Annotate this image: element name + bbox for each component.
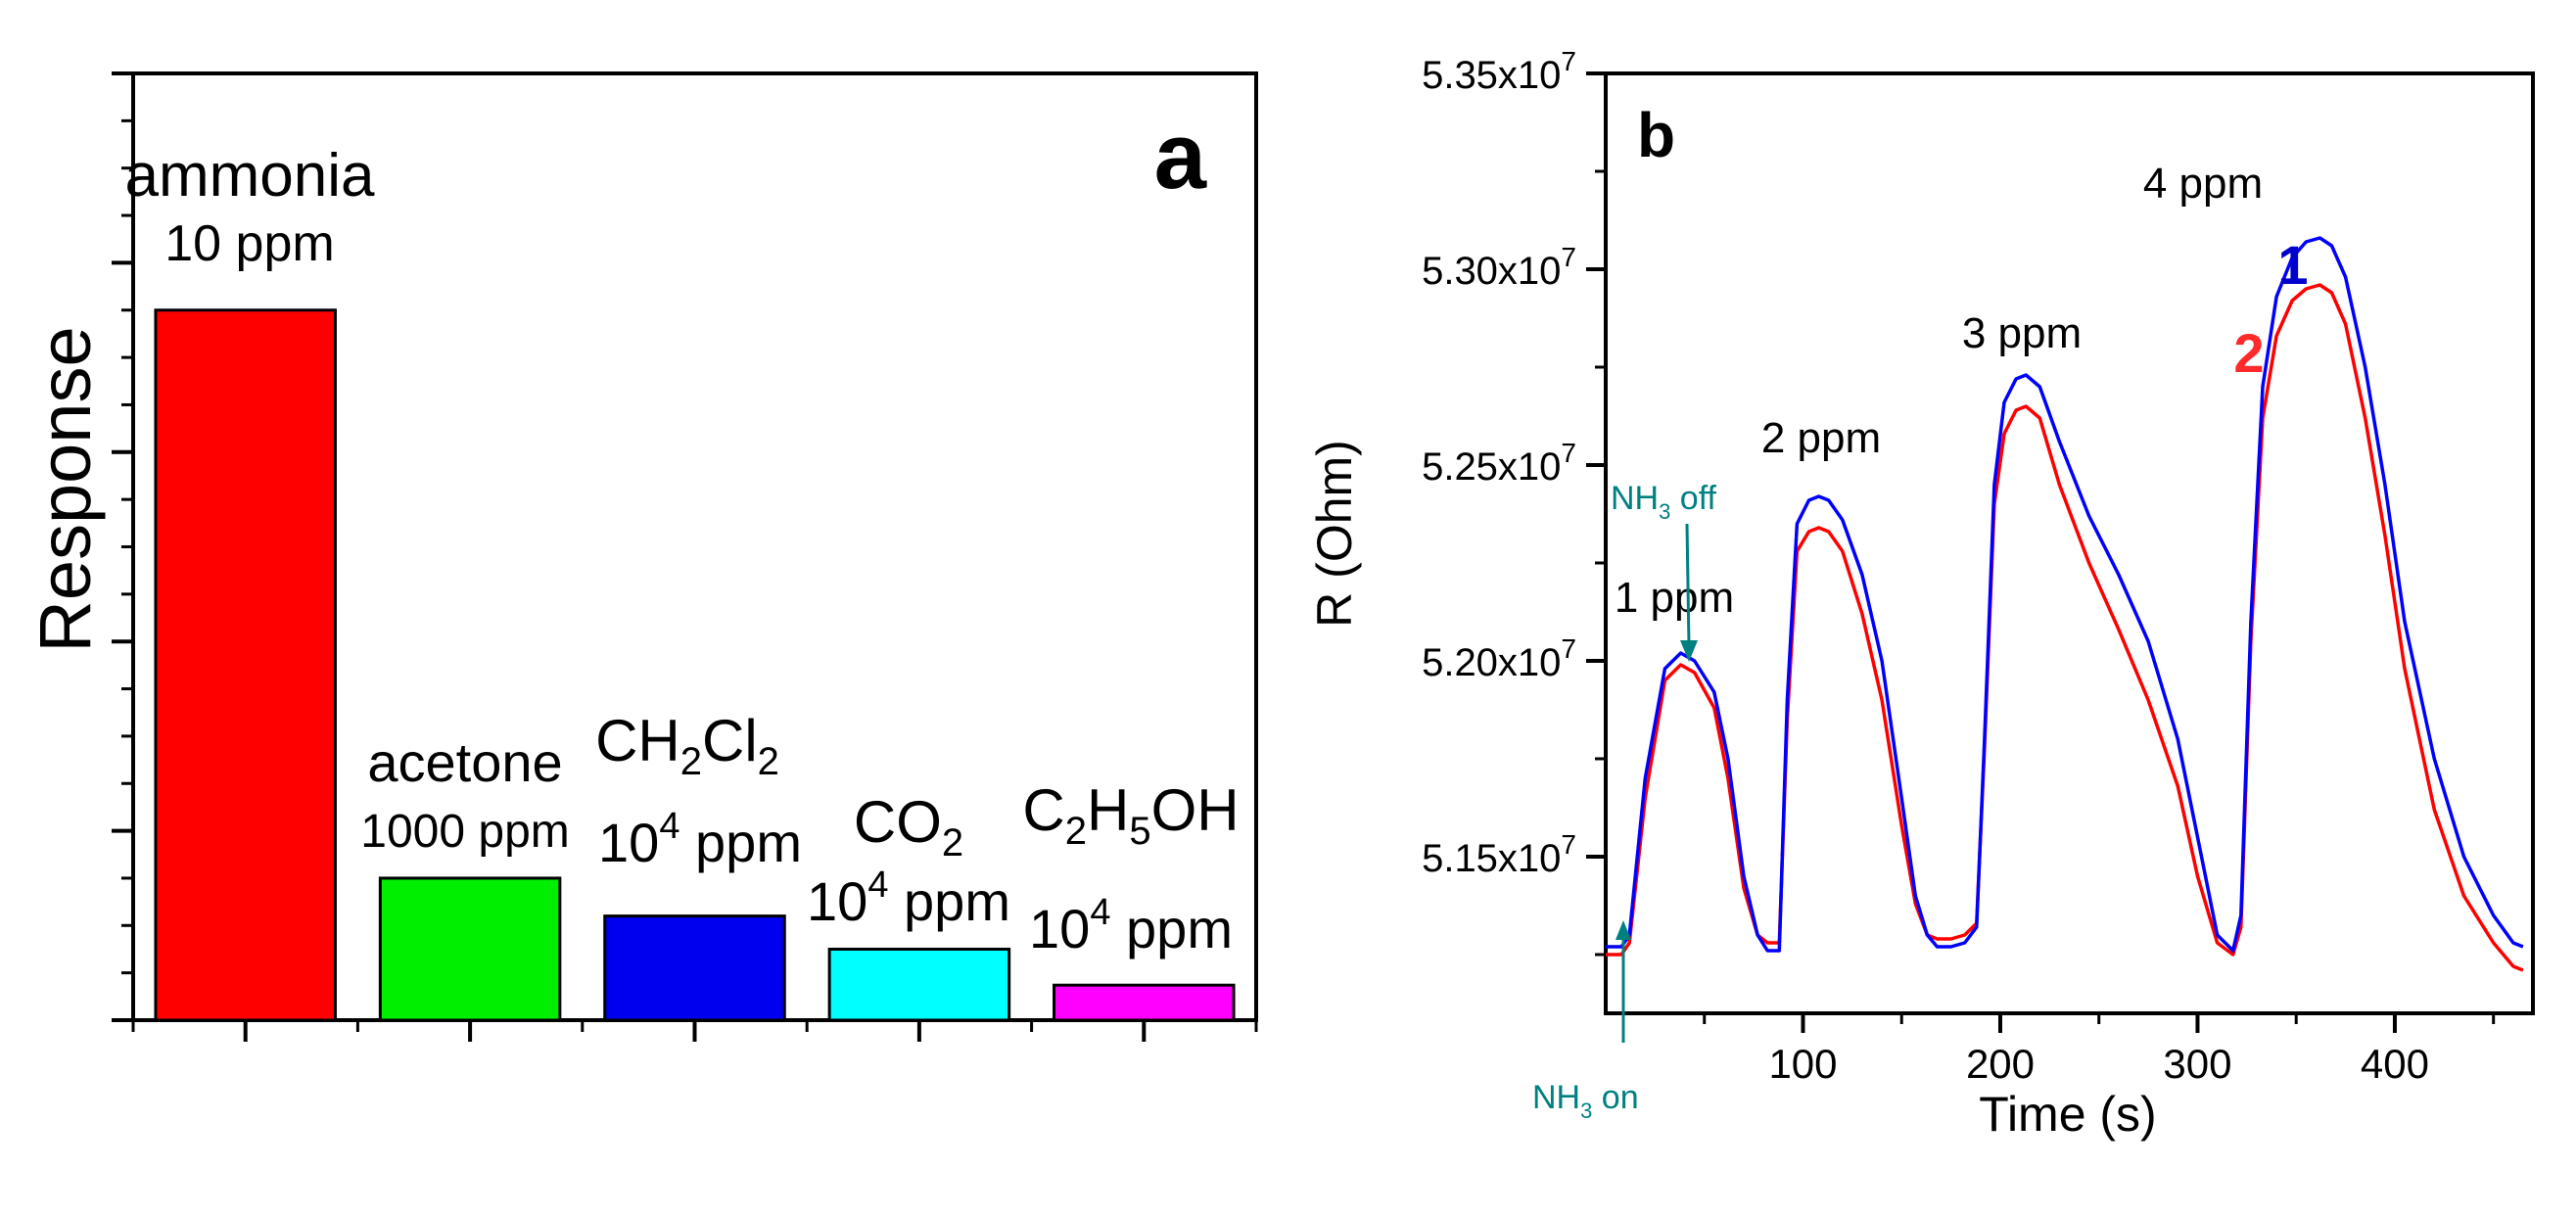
panel-b-y-axis-label: R (Ohm) (1307, 440, 1362, 628)
x-tick-label: 300 (2163, 1041, 2231, 1087)
series-label-1: 1 (2277, 234, 2308, 296)
y-tick-label: 5.20x107 (1422, 633, 1576, 684)
y-tick-label: 5.30x107 (1422, 242, 1576, 293)
nh3-off-arrow-line (1685, 523, 1691, 647)
nh3-off-label: NH3 off (1611, 480, 1717, 524)
panel-b-line-chart: 5.15x107 5.20x107 5.25x107 5.30x107 5.35x107… (1307, 46, 2535, 1142)
bar-acetone (378, 876, 562, 1022)
bar-label-c2h5oh: C2H5OH (1022, 777, 1239, 853)
bar-c2h5oh (1053, 983, 1236, 1022)
panel-b-frame (1604, 71, 2535, 1015)
x-tick-label: 100 (1768, 1041, 1837, 1087)
bar-label-co2: CO2 (854, 789, 963, 865)
peak-label-1ppm: 1 ppm (1615, 574, 1734, 622)
bar-conc-c2h5oh: 104 ppm (1029, 892, 1233, 959)
y-tick-label: 5.15x107 (1422, 829, 1576, 880)
bar-label-ammonia: ammonia (125, 142, 376, 210)
bar-ammonia (154, 308, 337, 1022)
peak-label-3ppm: 3 ppm (1962, 309, 2082, 357)
panel-a-x-ticks (131, 1020, 1258, 1042)
panel-b-x-axis-label: Time (s) (1979, 1087, 2156, 1142)
panel-a-bar-chart: a Response ammonia 10 ppm acetone 1000 p… (24, 71, 1258, 1042)
bar-conc-acetone: 1000 ppm (360, 806, 570, 858)
panel-b-label: b (1637, 100, 1675, 170)
bar-co2 (827, 947, 1011, 1022)
x-tick-label: 200 (1966, 1041, 2035, 1087)
panel-a-y-axis-label: Response (24, 326, 106, 652)
series-line-1 (1606, 236, 2524, 953)
nh3-off-arrowhead (1680, 640, 1698, 662)
bar-label-acetone: acetone (367, 731, 562, 793)
bar-conc-ch2cl2: 104 ppm (598, 806, 802, 873)
y-tick-label: 5.25x107 (1422, 438, 1576, 489)
panel-b-series (1606, 236, 2524, 972)
panel-b-x-ticks: 100 200 300 400 (1703, 1013, 2496, 1087)
panel-a-label: a (1154, 104, 1207, 209)
panel-a-y-ticks (112, 71, 133, 1022)
peak-label-2ppm: 2 ppm (1761, 414, 1881, 462)
panel-a-bars (154, 308, 1236, 1022)
bar-conc-ammonia: 10 ppm (164, 215, 334, 272)
x-tick-label: 400 (2361, 1041, 2429, 1087)
peak-label-4ppm: 4 ppm (2143, 160, 2263, 208)
nh3-on-label: NH3 on (1532, 1079, 1639, 1123)
nh3-on-arrowhead (1616, 920, 1631, 940)
bar-ch2cl2 (603, 914, 786, 1022)
series-label-2: 2 (2233, 322, 2264, 384)
y-tick-label: 5.35x107 (1422, 46, 1576, 97)
bar-conc-co2: 104 ppm (807, 865, 1010, 932)
bar-label-ch2cl2: CH2Cl2 (595, 708, 779, 783)
panel-b-y-ticks: 5.15x107 5.20x107 5.25x107 5.30x107 5.35x107 (1422, 46, 1606, 957)
